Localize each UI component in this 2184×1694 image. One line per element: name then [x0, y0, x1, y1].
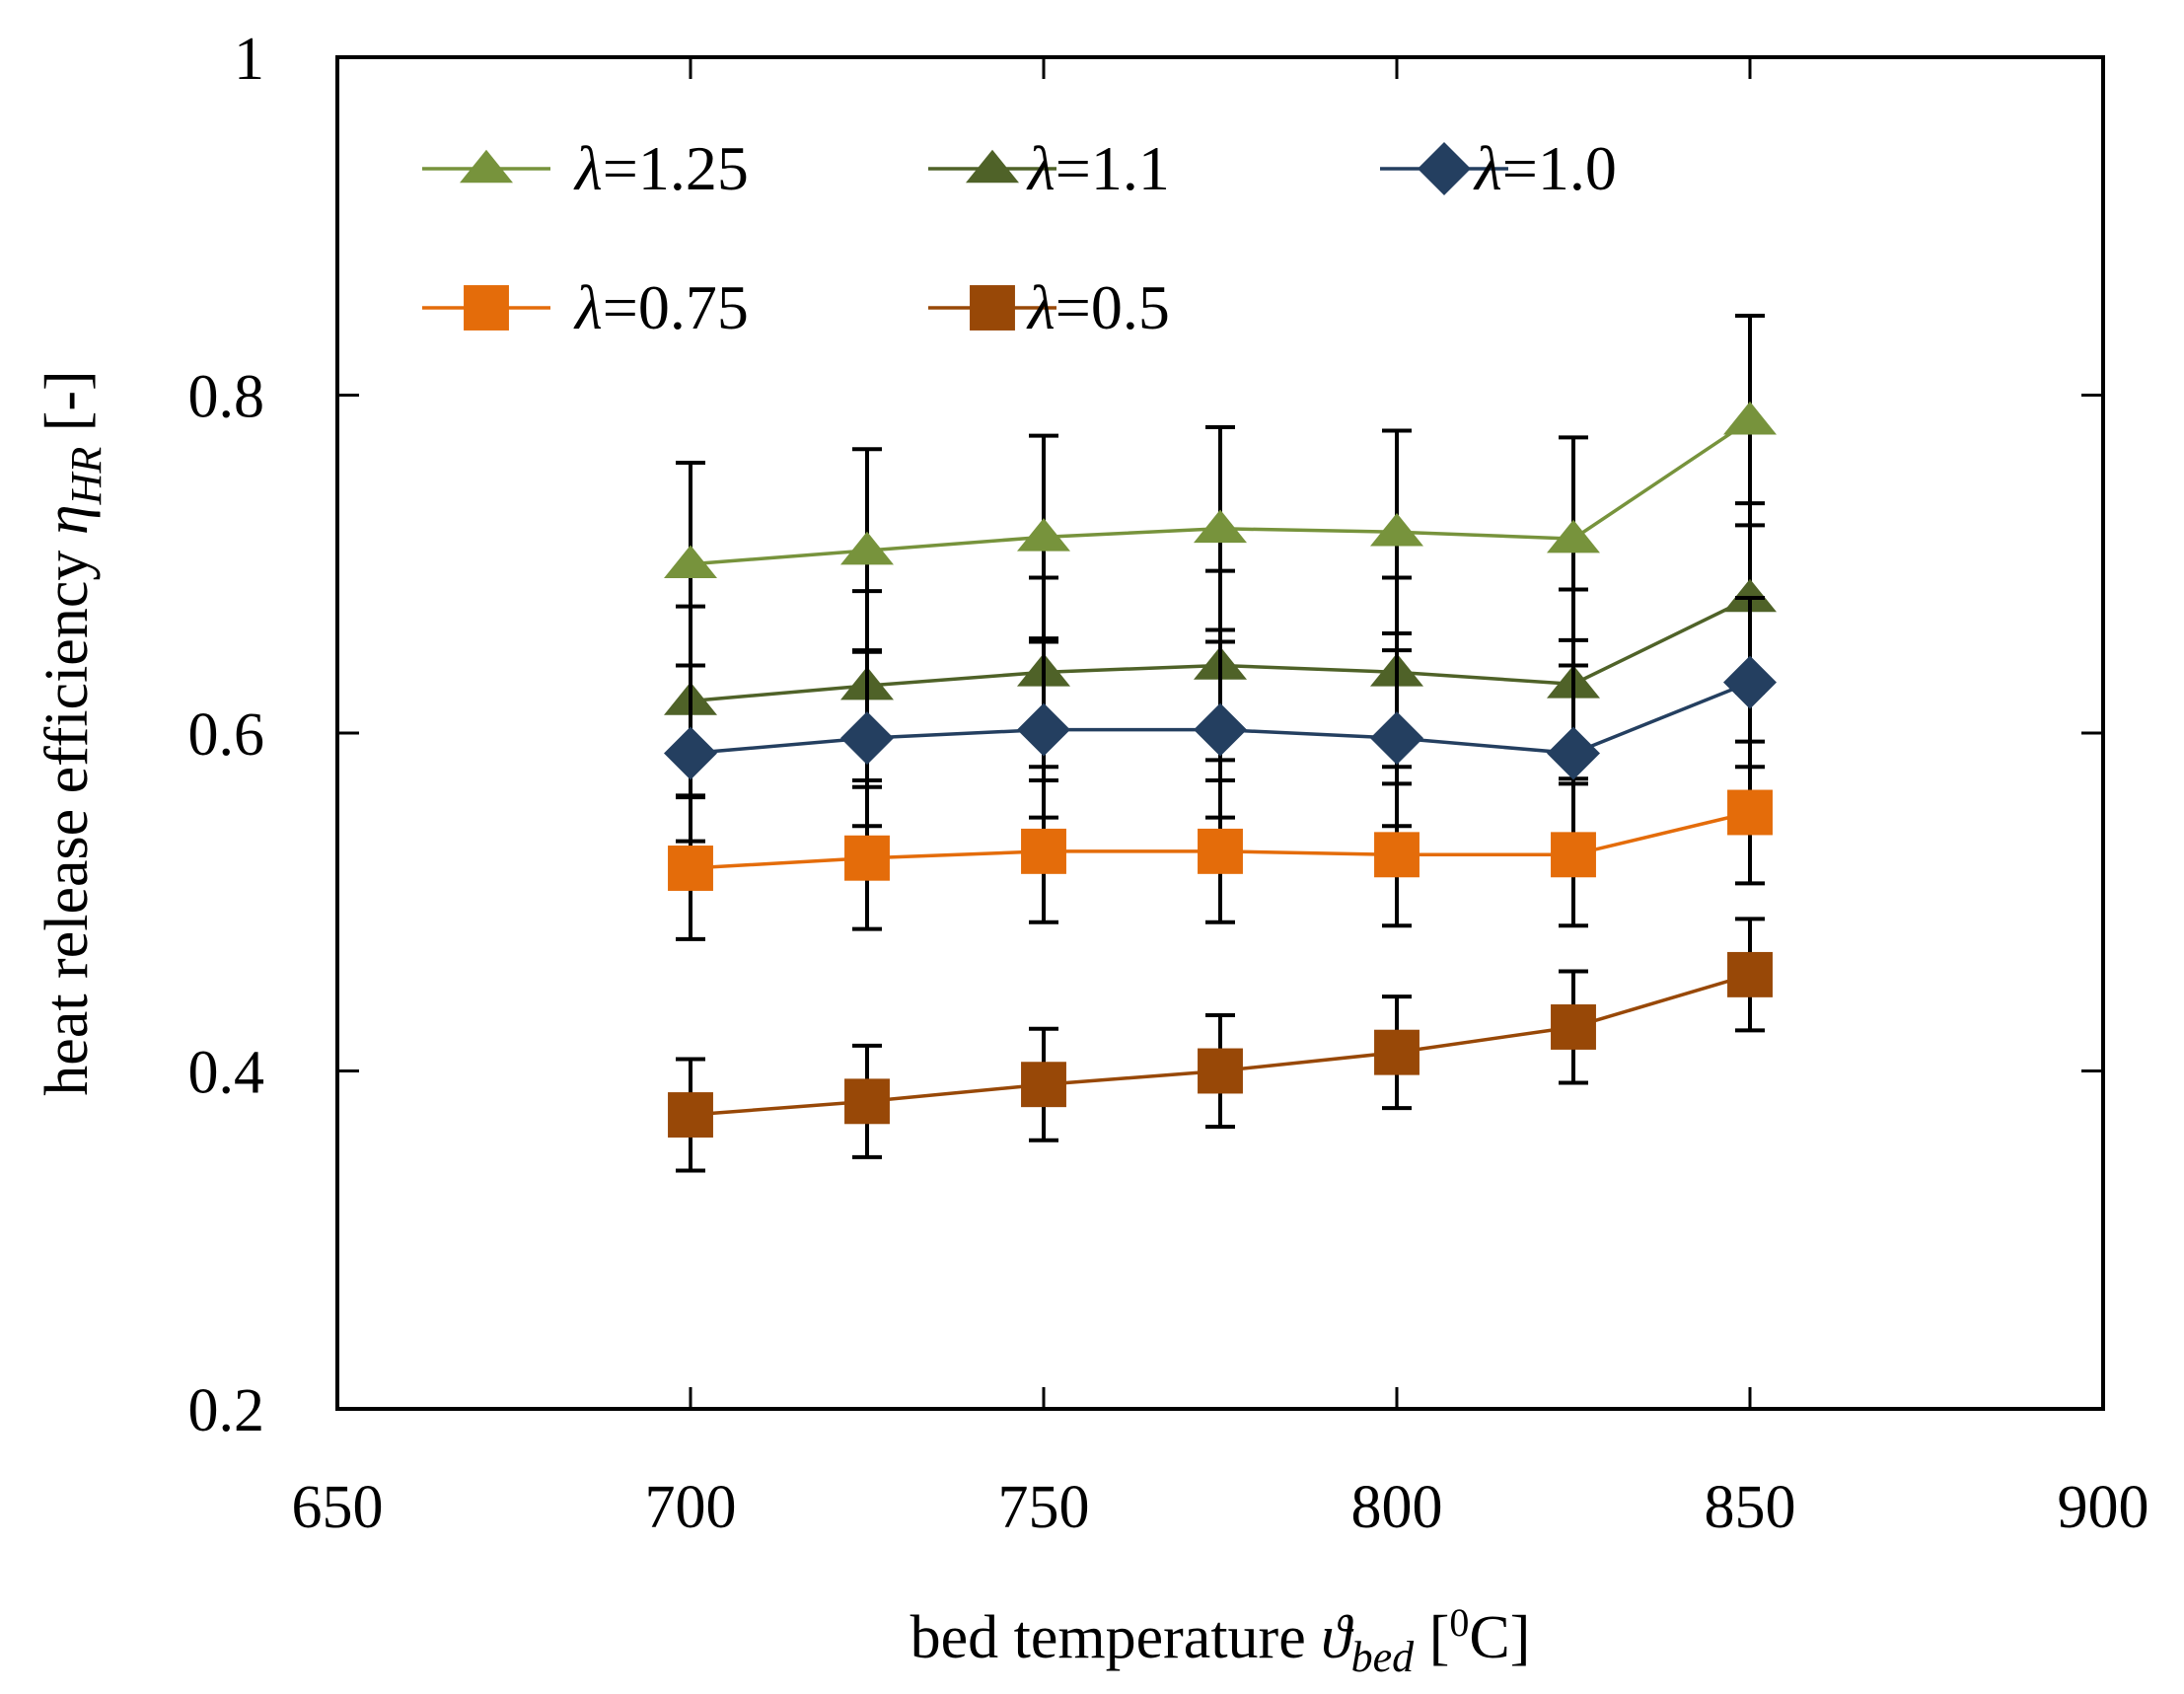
legend-marker [970, 285, 1015, 331]
y-axis-subscript: HR [62, 447, 110, 506]
data-point [1194, 509, 1247, 544]
y-tick-label: 0.2 [188, 1377, 265, 1444]
series-4 [668, 739, 1773, 941]
legend-value: =1.0 [1502, 133, 1617, 203]
series-5 [668, 917, 1773, 1173]
legend-lambda: λ [573, 272, 603, 342]
x-tick-label: 650 [292, 1474, 384, 1541]
axis-tick-labels: 650 700 750 800 850 900 0.2 0.4 0.6 0.8 1 [188, 26, 2149, 1541]
y-tick-label: 1 [234, 26, 264, 93]
legend-value: =1.1 [1056, 133, 1170, 203]
y-axis-title-text: heat release efficiency [34, 535, 101, 1096]
legend-label: λ=1.25 [573, 133, 749, 203]
x-tick-label: 700 [645, 1474, 737, 1541]
data-point [844, 1078, 890, 1125]
x-axis-title-text: bed temperature [910, 1604, 1322, 1671]
data-point [1370, 711, 1423, 766]
data-point [1021, 1062, 1066, 1108]
data-point [1198, 1048, 1243, 1094]
x-tick-label: 750 [998, 1474, 1090, 1541]
data-point [664, 726, 717, 780]
x-tick-label: 800 [1351, 1474, 1443, 1541]
data-point [1017, 702, 1070, 757]
data-point [1727, 789, 1773, 836]
data-point [1198, 828, 1243, 874]
legend-lambda: λ [1473, 133, 1502, 203]
data-point [664, 545, 717, 579]
data-point [1374, 832, 1420, 878]
legend-marker [460, 149, 513, 184]
data-point [1370, 512, 1423, 547]
data-point [840, 711, 894, 766]
legend: λ=1.25 λ=1.1 λ=1.0λ=0.75 λ=0.5 [422, 133, 1617, 342]
data-point [1021, 828, 1066, 874]
legend-item-1: λ=1.25 [422, 133, 749, 203]
x-axis-title: bed temperature ϑbed [0C] [910, 1600, 1531, 1681]
axis-ticks [335, 55, 2105, 1411]
x-axis-unit-close: C] [1469, 1604, 1530, 1671]
legend-label: λ=1.1 [1026, 133, 1170, 203]
data-point [668, 1092, 713, 1138]
legend-value: =1.25 [603, 133, 749, 203]
data-point [1017, 518, 1070, 552]
x-axis-degree: 0 [1449, 1600, 1469, 1645]
data-point [1374, 1029, 1420, 1075]
legend-label: λ=0.5 [1026, 272, 1170, 342]
series-3 [664, 596, 1777, 844]
legend-lambda: λ [1026, 272, 1056, 342]
data-point [1547, 519, 1600, 553]
legend-lambda: λ [573, 133, 603, 203]
x-axis-unit-open: [ [1414, 1604, 1449, 1671]
legend-item-3: λ=1.0 [1380, 133, 1617, 203]
data-point [1547, 726, 1600, 780]
data-point [1194, 702, 1247, 757]
data-point [840, 531, 894, 565]
x-axis-subscript: bed [1351, 1633, 1416, 1681]
data-point [844, 835, 890, 881]
legend-item-5: λ=0.5 [928, 272, 1170, 342]
data-point [1723, 655, 1777, 709]
data-point [1551, 1004, 1596, 1050]
data-point [1727, 951, 1773, 997]
data-point [1551, 832, 1596, 878]
data-point [1723, 578, 1777, 613]
y-tick-label: 0.8 [188, 364, 265, 431]
y-tick-label: 0.4 [188, 1040, 265, 1107]
x-axis-symbol: ϑ [1321, 1604, 1354, 1671]
legend-item-4: λ=0.75 [422, 272, 749, 342]
legend-value: =0.5 [1056, 272, 1170, 342]
legend-marker [1418, 142, 1471, 195]
legend-marker [966, 149, 1019, 184]
x-tick-label: 900 [2058, 1474, 2149, 1541]
legend-label: λ=1.0 [1473, 133, 1617, 203]
legend-item-2: λ=1.1 [928, 133, 1170, 203]
legend-lambda: λ [1026, 133, 1056, 203]
data-point [1723, 401, 1777, 435]
y-tick-label: 0.6 [188, 701, 265, 769]
legend-marker [464, 285, 509, 331]
legend-label: λ=0.75 [573, 272, 749, 342]
data-point [668, 846, 713, 891]
y-axis-symbol: η [34, 504, 101, 535]
y-axis-title: heat release efficiency ηHR [-] [34, 370, 110, 1095]
y-axis-unit: [-] [34, 370, 101, 446]
x-tick-label: 850 [1705, 1474, 1796, 1541]
legend-value: =0.75 [603, 272, 749, 342]
data-series [664, 314, 1777, 1173]
